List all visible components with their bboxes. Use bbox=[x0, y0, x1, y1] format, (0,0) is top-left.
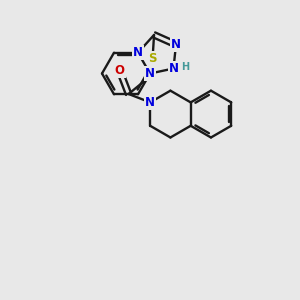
Text: N: N bbox=[145, 67, 155, 80]
Text: N: N bbox=[169, 62, 178, 75]
Text: N: N bbox=[171, 38, 181, 51]
Text: H: H bbox=[181, 62, 189, 72]
Text: N: N bbox=[133, 46, 143, 59]
Text: S: S bbox=[148, 52, 157, 65]
Text: N: N bbox=[145, 96, 155, 109]
Text: O: O bbox=[115, 64, 124, 77]
